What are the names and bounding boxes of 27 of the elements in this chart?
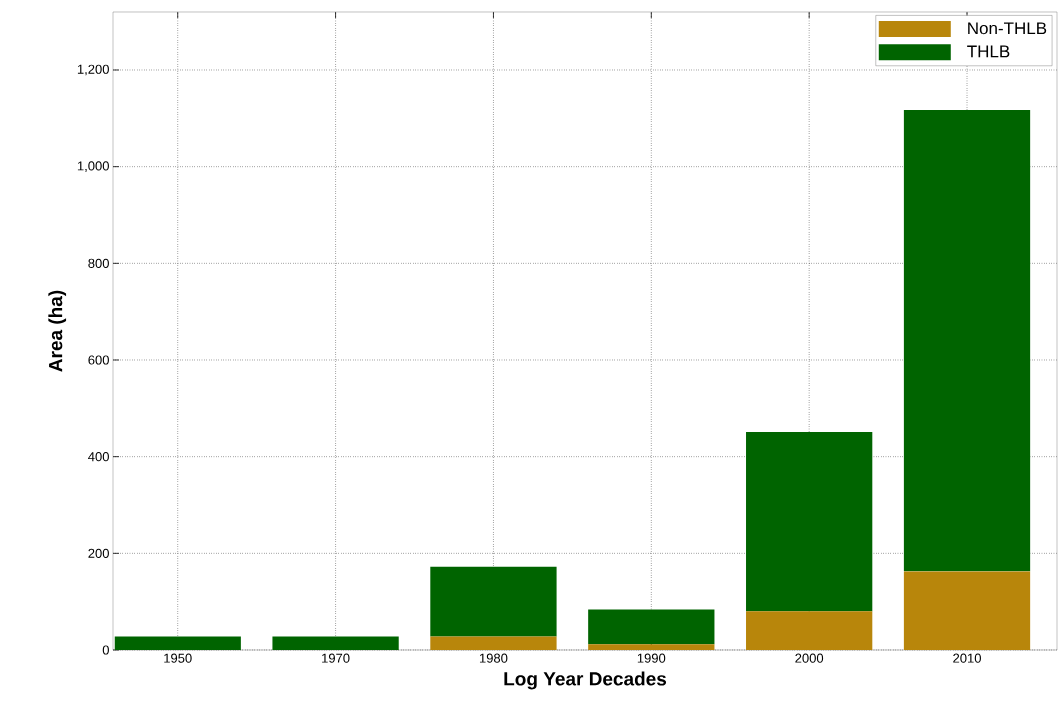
bar <box>114 636 241 650</box>
y-tick-label: 1,200 <box>77 64 109 76</box>
bar <box>588 609 715 645</box>
bar <box>746 432 873 612</box>
bar <box>272 636 399 650</box>
x-tick-label: 1980 <box>479 653 508 663</box>
x-tick-label: 1950 <box>164 653 192 663</box>
x-tick-label: 1970 <box>322 653 350 663</box>
y-tick-label: 200 <box>88 548 109 558</box>
y-axis-title: Area (ha) <box>48 290 67 372</box>
legend-label: THLB <box>967 45 1010 58</box>
x-axis-title: Log Year Decades <box>504 671 667 690</box>
bar <box>746 611 873 650</box>
bar <box>588 644 715 650</box>
y-tick-label: 400 <box>88 452 109 462</box>
y-tick-label: 1,000 <box>77 161 109 173</box>
bar <box>903 110 1031 572</box>
legend-label: Non-THLB <box>968 22 1047 35</box>
y-tick-label: 600 <box>88 355 109 365</box>
bar <box>430 566 557 637</box>
bar <box>430 636 557 650</box>
y-tick-label: 0 <box>102 645 109 655</box>
bar <box>903 571 1031 650</box>
y-tick-label: 800 <box>88 258 109 268</box>
x-tick-label: 2010 <box>953 653 981 663</box>
x-tick-label: 2000 <box>795 653 824 663</box>
x-tick-label: 1990 <box>637 653 666 663</box>
